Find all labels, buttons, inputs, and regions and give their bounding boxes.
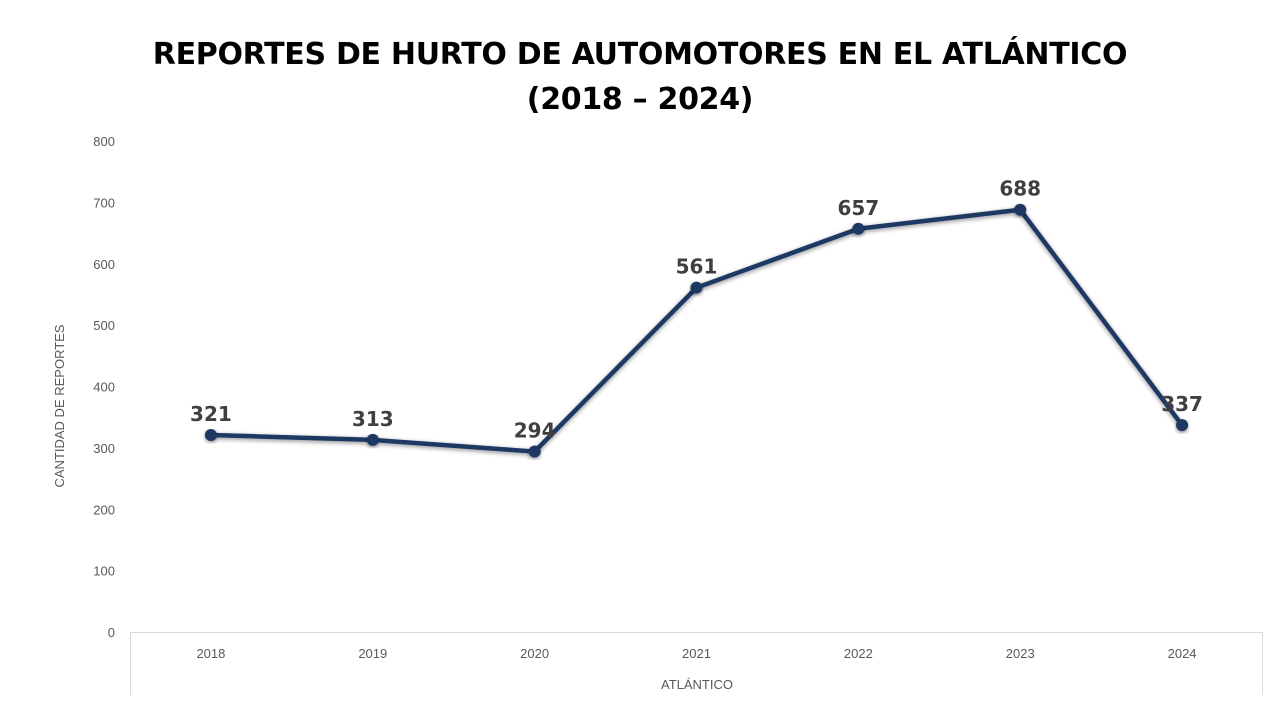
y-tick-label: 600 xyxy=(93,257,115,272)
x-tick-label: 2021 xyxy=(682,646,711,661)
y-axis-ticks: 0 100 200 300 400 500 600 700 800 xyxy=(93,134,115,640)
data-label: 313 xyxy=(352,407,394,431)
series-line-group xyxy=(204,203,1189,458)
data-label: 657 xyxy=(837,196,879,220)
data-label: 321 xyxy=(190,402,232,426)
y-tick-label: 200 xyxy=(93,502,115,517)
x-tick-label: 2020 xyxy=(520,646,549,661)
data-point xyxy=(204,428,217,441)
data-label: 294 xyxy=(514,419,556,443)
x-tick-label: 2019 xyxy=(358,646,387,661)
y-tick-label: 500 xyxy=(93,318,115,333)
x-tick-label: 2024 xyxy=(1168,646,1197,661)
y-tick-label: 100 xyxy=(93,564,115,579)
data-label: 337 xyxy=(1161,392,1203,416)
data-labels: 321 313 294 561 657 688 337 xyxy=(190,177,1203,443)
data-point xyxy=(690,281,703,294)
x-axis-title: ATLÁNTICO xyxy=(661,677,733,692)
x-axis: 2018 2019 2020 2021 2022 2023 2024 xyxy=(130,632,1263,695)
x-tick-label: 2023 xyxy=(1006,646,1035,661)
y-tick-label: 0 xyxy=(108,625,115,640)
y-axis-title: CANTIDAD DE REPORTES xyxy=(52,324,67,487)
y-tick-label: 800 xyxy=(93,134,115,149)
chart-title-line1: REPORTES DE HURTO DE AUTOMOTORES EN EL A… xyxy=(152,37,1128,72)
data-point xyxy=(366,433,379,446)
data-point xyxy=(1176,419,1189,432)
y-tick-label: 700 xyxy=(93,195,115,210)
y-tick-label: 300 xyxy=(93,441,115,456)
data-point xyxy=(528,445,541,458)
data-label: 688 xyxy=(999,177,1041,201)
data-point xyxy=(852,222,865,235)
data-point xyxy=(1014,203,1027,216)
chart-title-line2: (2018 – 2024) xyxy=(526,82,754,117)
data-label: 561 xyxy=(676,255,718,279)
y-tick-label: 400 xyxy=(93,380,115,395)
x-tick-label: 2022 xyxy=(844,646,873,661)
x-tick-label: 2018 xyxy=(196,646,225,661)
